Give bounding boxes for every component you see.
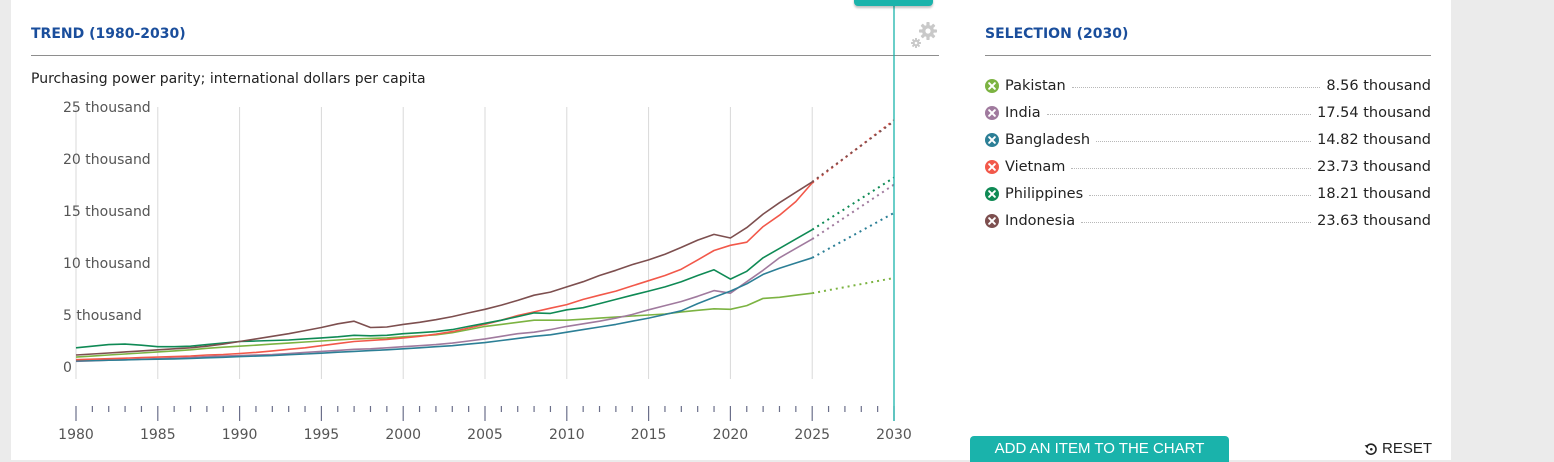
- x-tick-label: 1995: [304, 427, 340, 443]
- content-panel: [11, 0, 1451, 460]
- y-tick-label: 20 thousand: [63, 152, 151, 168]
- remove-x-icon[interactable]: [985, 159, 999, 174]
- reset-icon: [1364, 442, 1377, 455]
- x-tick-label: 1985: [140, 427, 176, 443]
- x-tick-label: 2025: [794, 427, 830, 443]
- series-projection-indonesia: [811, 120, 895, 183]
- series-line-philippines: [75, 229, 813, 349]
- x-tick-label: 2020: [713, 427, 749, 443]
- selection-item-pakistan: Pakistan 8.56 thousand: [985, 72, 1431, 99]
- series-projection-pakistan: [812, 277, 895, 295]
- item-name: Philippines: [1005, 185, 1084, 202]
- x-tick-label: 2015: [631, 427, 667, 443]
- series-projection-bangladesh: [811, 212, 895, 259]
- item-value: 17.54 thousand: [1317, 104, 1431, 121]
- item-value: 14.82 thousand: [1317, 131, 1431, 148]
- dotted-leader: [1089, 195, 1312, 196]
- selection-title-divider: [985, 55, 1431, 56]
- series-projection-india: [811, 183, 895, 240]
- selection-title: SELECTION (2030): [985, 26, 1129, 42]
- remove-x-icon[interactable]: [985, 132, 999, 147]
- reset-button[interactable]: RESET: [1364, 440, 1432, 457]
- chart-subtitle: Purchasing power parity; international d…: [31, 71, 426, 87]
- series-projection-vietnam: [811, 119, 895, 184]
- series-projection-philippines: [811, 176, 895, 231]
- item-name: Pakistan: [1005, 77, 1066, 94]
- remove-x-icon[interactable]: [985, 78, 999, 93]
- trend-title-divider: [31, 55, 939, 56]
- series-line-india: [75, 238, 813, 363]
- x-tick-label: 1990: [222, 427, 258, 443]
- item-name: Indonesia: [1005, 212, 1076, 229]
- item-value: 8.56 thousand: [1326, 77, 1431, 94]
- item-name: Bangladesh: [1005, 131, 1091, 148]
- selection-item-vietnam: Vietnam 23.73 thousand: [985, 153, 1431, 180]
- item-name: Vietnam: [1005, 158, 1066, 175]
- trend-line-chart: 0 5 thousand 10 thousand 15 thousand 20 thou…: [58, 0, 912, 443]
- dotted-leader: [1046, 114, 1312, 115]
- item-value: 18.21 thousand: [1317, 185, 1431, 202]
- item-value: 23.73 thousand: [1317, 158, 1431, 175]
- item-name: India: [1005, 104, 1041, 121]
- x-tick-label: 2000: [385, 427, 421, 443]
- item-value: 23.63 thousand: [1317, 212, 1431, 229]
- x-tick-label: 2030: [876, 427, 912, 443]
- x-tick-label: 2010: [549, 427, 585, 443]
- x-tick-label: 2005: [467, 427, 503, 443]
- dotted-leader: [1081, 222, 1312, 223]
- selection-item-philippines: Philippines 18.21 thousand: [985, 180, 1431, 207]
- y-tick-label: 25 thousand: [63, 100, 151, 116]
- dotted-leader: [1071, 168, 1312, 169]
- trend-title: TREND (1980-2030): [31, 26, 186, 42]
- dotted-leader: [1096, 141, 1312, 142]
- gears-icon[interactable]: [908, 20, 938, 50]
- reset-label: RESET: [1382, 440, 1433, 457]
- series-line-pakistan: [75, 292, 813, 358]
- y-tick-label: 15 thousand: [63, 204, 151, 220]
- selection-item-indonesia: Indonesia 23.63 thousand: [985, 207, 1431, 234]
- selection-item-india: India 17.54 thousand: [985, 99, 1431, 126]
- year-marker-label: [854, 0, 933, 6]
- x-tick-label: 1980: [58, 427, 94, 443]
- selection-item-bangladesh: Bangladesh 14.82 thousand: [985, 126, 1431, 153]
- add-item-button[interactable]: ADD AN ITEM TO THE CHART: [970, 436, 1229, 462]
- remove-x-icon[interactable]: [985, 213, 999, 228]
- remove-x-icon[interactable]: [985, 186, 999, 201]
- selection-list: Pakistan 8.56 thousand India 17.54 thous…: [985, 72, 1431, 234]
- y-tick-label: 10 thousand: [63, 256, 151, 272]
- y-tick-label: 5 thousand: [63, 308, 142, 324]
- series-line-bangladesh: [75, 257, 813, 362]
- dotted-leader: [1071, 87, 1321, 88]
- series-line-vietnam: [75, 182, 813, 361]
- series-line-indonesia: [75, 181, 813, 356]
- remove-x-icon[interactable]: [985, 105, 999, 120]
- y-tick-label: 0: [63, 360, 72, 376]
